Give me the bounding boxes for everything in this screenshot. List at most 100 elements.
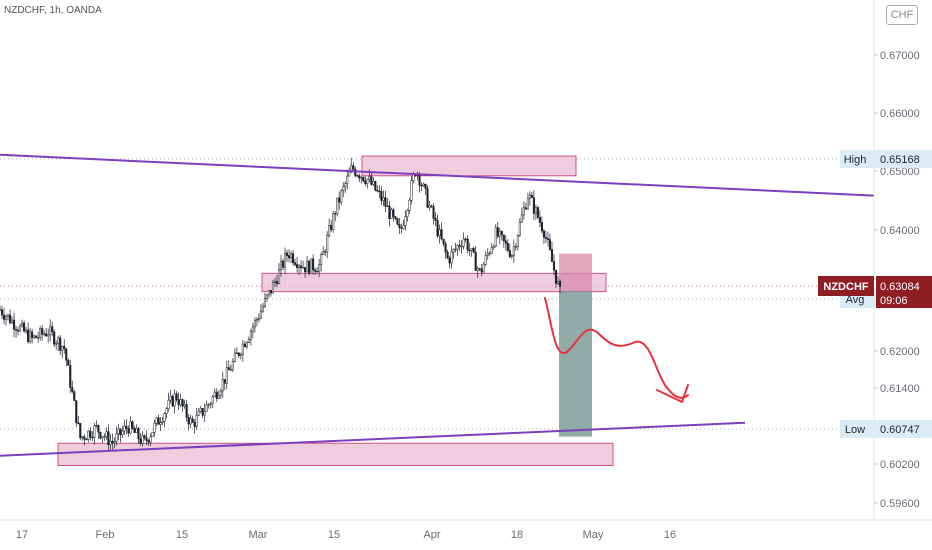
candle-body bbox=[157, 417, 160, 425]
candle-body bbox=[223, 379, 226, 384]
candle-body bbox=[492, 245, 495, 249]
candle-body bbox=[105, 431, 108, 437]
candle-body bbox=[488, 252, 491, 255]
trendlines-layer[interactable] bbox=[0, 153, 875, 457]
candle-body bbox=[179, 399, 182, 406]
candle-body bbox=[189, 418, 192, 425]
last-price-value-bg bbox=[876, 276, 932, 308]
candle-body bbox=[173, 393, 176, 407]
candle-body bbox=[434, 218, 437, 221]
candle-body bbox=[141, 435, 144, 444]
candle-body bbox=[269, 290, 273, 294]
candle-body bbox=[277, 269, 281, 284]
candle-body bbox=[336, 197, 339, 215]
candle-body bbox=[209, 403, 212, 405]
candle-body bbox=[27, 329, 30, 342]
candle-body bbox=[255, 319, 258, 321]
candle-body bbox=[239, 354, 242, 356]
candle-body bbox=[396, 218, 399, 225]
candle-body bbox=[247, 338, 250, 343]
candle-body bbox=[470, 247, 473, 251]
candle-body bbox=[261, 306, 264, 312]
candle-body bbox=[75, 400, 78, 424]
middle-zone bbox=[261, 272, 607, 293]
candle-body bbox=[169, 396, 172, 401]
currency-button[interactable]: CHF bbox=[886, 5, 918, 25]
candle-body bbox=[273, 280, 277, 283]
candle-body bbox=[193, 422, 196, 427]
candle-body bbox=[35, 335, 38, 339]
candle-body bbox=[436, 220, 439, 237]
candle-body bbox=[334, 213, 337, 215]
candle-body bbox=[412, 174, 415, 182]
candle-body bbox=[366, 178, 369, 184]
candle-body bbox=[526, 197, 529, 210]
candle-body bbox=[149, 436, 152, 443]
candle-body bbox=[39, 328, 42, 338]
candle-body bbox=[153, 422, 156, 433]
candle-body bbox=[456, 245, 459, 250]
candle-body bbox=[460, 246, 463, 248]
candle-body bbox=[205, 404, 208, 412]
candle-body bbox=[227, 367, 230, 371]
candle-body bbox=[73, 391, 76, 401]
candle-body bbox=[514, 246, 517, 248]
lower-trendline bbox=[0, 421, 746, 457]
candle-body bbox=[552, 261, 556, 271]
candle-body bbox=[283, 252, 287, 268]
projection-arrowhead bbox=[656, 384, 689, 403]
candle-body bbox=[314, 269, 317, 272]
candle-body bbox=[151, 432, 154, 437]
candle-body bbox=[231, 361, 234, 371]
candle-body bbox=[458, 245, 461, 247]
candle-body bbox=[358, 175, 361, 179]
candle-body bbox=[69, 365, 72, 388]
candle-body bbox=[79, 423, 82, 439]
candle-body bbox=[344, 183, 347, 187]
candle-body bbox=[109, 440, 112, 446]
candle-body bbox=[508, 250, 511, 257]
position-tool[interactable] bbox=[559, 253, 592, 437]
candle-body bbox=[446, 251, 449, 259]
x-tick-label: Mar bbox=[249, 529, 268, 541]
candle-body bbox=[404, 216, 407, 226]
candle-body bbox=[548, 239, 552, 250]
candle-body bbox=[187, 417, 190, 425]
candle-body bbox=[291, 253, 295, 263]
candle-body bbox=[203, 411, 206, 416]
candle-body bbox=[51, 326, 54, 333]
time-axis[interactable]: 17 Feb 15 Mar 15 Apr 18 May 16 bbox=[16, 529, 676, 541]
candle-body bbox=[346, 175, 349, 184]
candle-body bbox=[267, 290, 271, 296]
x-tick-label: 15 bbox=[328, 529, 340, 541]
candle-body bbox=[49, 326, 52, 335]
candle-body bbox=[87, 430, 90, 440]
candle-body bbox=[71, 387, 74, 392]
candle-body bbox=[476, 268, 479, 271]
candle-body bbox=[480, 268, 483, 273]
candle-body bbox=[294, 262, 297, 265]
candle-body bbox=[271, 282, 275, 294]
candle-body bbox=[378, 190, 381, 192]
zones-layer bbox=[57, 155, 614, 466]
projection-arrow[interactable] bbox=[544, 297, 689, 403]
candle-body bbox=[6, 314, 10, 317]
level-dotted-lines bbox=[0, 158, 874, 430]
level-tag-name: Low bbox=[845, 424, 865, 436]
candle-body bbox=[556, 281, 560, 284]
candle-body bbox=[15, 329, 18, 331]
candle-body bbox=[279, 260, 283, 270]
candle-body bbox=[450, 251, 453, 264]
candle-body bbox=[41, 328, 44, 335]
level-tag-bg bbox=[840, 150, 932, 168]
candle-body bbox=[394, 216, 397, 219]
candle-body bbox=[322, 251, 325, 255]
candle-body bbox=[444, 243, 447, 253]
candle-body bbox=[81, 436, 84, 439]
candle-body bbox=[486, 253, 489, 256]
candle-body bbox=[338, 197, 341, 203]
candle-body bbox=[117, 428, 120, 435]
candle-body bbox=[328, 225, 331, 236]
candle-body bbox=[63, 345, 66, 350]
